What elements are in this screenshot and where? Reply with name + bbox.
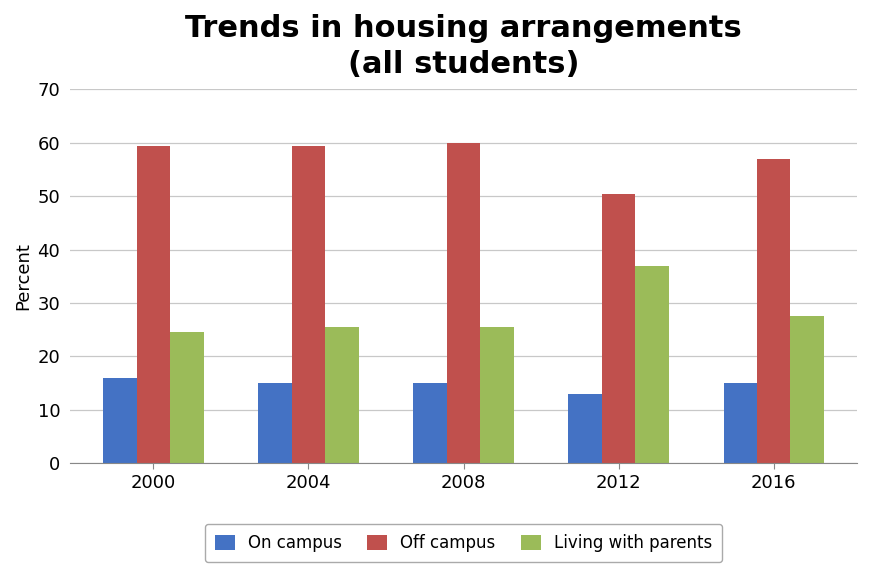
Bar	[790, 316, 824, 463]
Bar	[602, 194, 635, 463]
Bar	[757, 159, 790, 463]
Bar	[137, 146, 170, 463]
Bar	[325, 327, 359, 463]
Bar	[104, 378, 137, 463]
Bar	[259, 383, 292, 463]
Bar	[569, 394, 602, 463]
Bar	[480, 327, 514, 463]
Bar	[724, 383, 757, 463]
Bar	[292, 146, 325, 463]
Title: Trends in housing arrangements
(all students): Trends in housing arrangements (all stud…	[186, 14, 742, 79]
Y-axis label: Percent: Percent	[14, 242, 32, 310]
Bar	[447, 143, 480, 463]
Legend: On campus, Off campus, Living with parents: On campus, Off campus, Living with paren…	[205, 524, 722, 562]
Bar	[170, 332, 204, 463]
Bar	[414, 383, 447, 463]
Bar	[635, 266, 669, 463]
